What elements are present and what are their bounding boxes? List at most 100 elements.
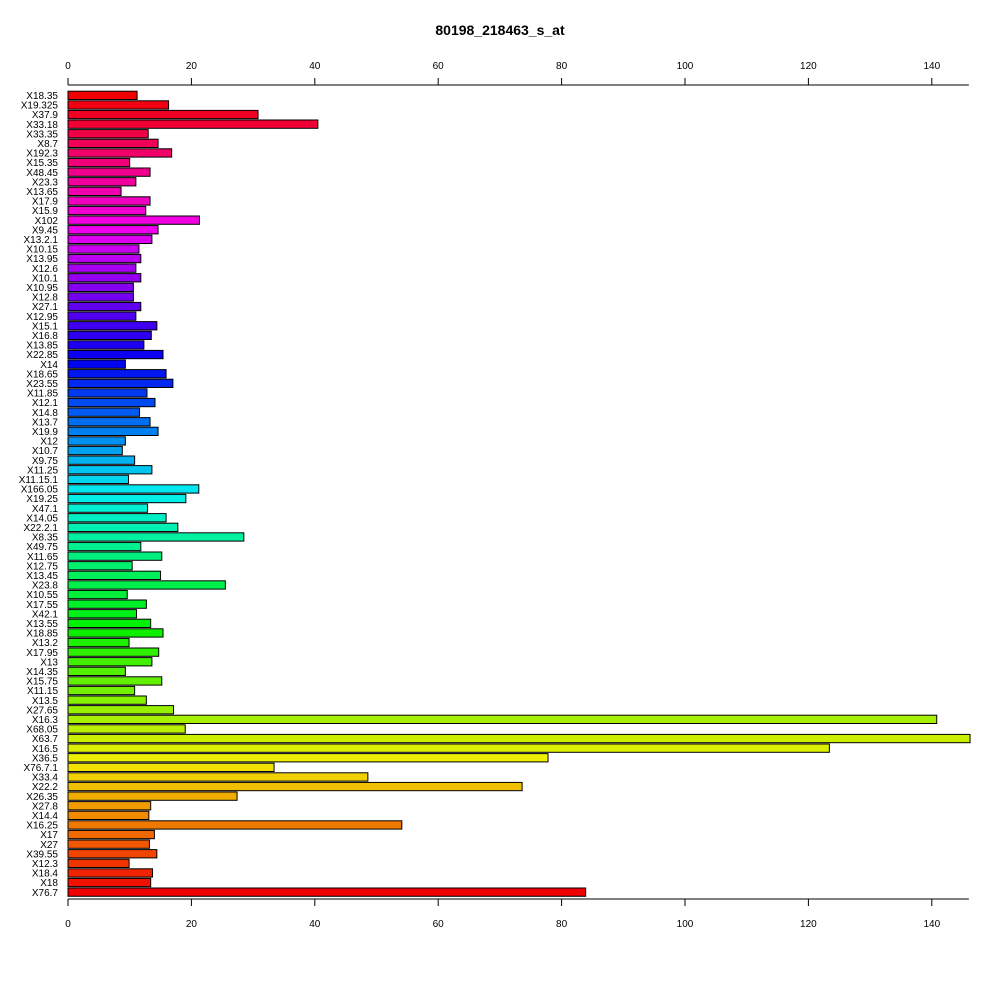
bottom-axis-tick-label: 0	[65, 919, 71, 930]
bar	[67, 647, 160, 657]
bar	[67, 109, 259, 120]
category-label: X11.25	[27, 465, 58, 476]
bar	[67, 589, 128, 600]
bar	[67, 311, 137, 321]
bar	[67, 868, 154, 878]
bar	[67, 138, 159, 148]
bar	[67, 762, 275, 773]
category-label: X17.95	[26, 648, 58, 659]
category-label: X10.55	[26, 590, 58, 601]
category-label: X14.4	[32, 811, 59, 822]
bar	[67, 503, 149, 513]
category-label: X49.75	[26, 542, 58, 553]
bar	[67, 349, 164, 360]
category-label: X12.95	[26, 312, 58, 323]
category-label: X19.325	[21, 101, 59, 112]
bottom-axis-tick-label: 80	[556, 919, 568, 930]
category-label: X27	[40, 840, 58, 851]
category-label: X23.3	[32, 177, 59, 188]
category-label: X17.9	[32, 197, 59, 208]
bar	[67, 513, 167, 523]
category-label: X27.1	[32, 302, 59, 313]
category-label: X22.2.1	[24, 523, 59, 534]
bottom-axis-tick-label: 140	[923, 919, 940, 930]
category-label: X23.55	[26, 379, 58, 390]
category-label: X9.75	[32, 456, 59, 467]
bar	[67, 820, 403, 830]
category-label: X33.4	[32, 773, 59, 784]
bar	[67, 465, 153, 475]
bar	[67, 551, 163, 561]
top-axis-tick-label: 20	[186, 61, 198, 72]
bar	[67, 119, 319, 129]
bar	[67, 685, 136, 696]
bar	[67, 90, 138, 100]
bar	[67, 340, 145, 350]
category-label: X10.1	[32, 273, 59, 284]
top-axis-tick-label: 120	[800, 61, 817, 72]
bar	[67, 417, 151, 427]
category-label: X16.25	[26, 821, 58, 832]
chart-title: 80198_218463_s_at	[435, 22, 565, 38]
bar	[67, 388, 148, 398]
category-label: X22.85	[26, 350, 58, 361]
category-label: X18	[40, 878, 58, 889]
bar	[67, 301, 142, 312]
bar	[67, 724, 186, 734]
category-label: X102	[35, 216, 59, 227]
category-label: X33.35	[26, 129, 58, 140]
category-label: X12.1	[32, 398, 59, 409]
category-label: X12.75	[26, 561, 58, 572]
category-label: X42.1	[32, 609, 59, 620]
category-label: X63.7	[32, 734, 59, 745]
category-label: X11.65	[27, 552, 58, 563]
bar	[67, 330, 152, 341]
category-label: X16.5	[32, 744, 59, 755]
bottom-axis-tick-label: 60	[433, 919, 445, 930]
bar	[67, 599, 147, 609]
category-label: X23.8	[32, 581, 59, 592]
bar	[67, 292, 134, 302]
bar	[67, 580, 226, 590]
category-label: X39.55	[26, 849, 58, 860]
category-label: X13.65	[26, 187, 58, 198]
bar	[67, 215, 200, 225]
bar	[67, 657, 153, 667]
bar	[67, 887, 587, 897]
category-label: X48.45	[26, 168, 58, 179]
bottom-axis-tick-label: 20	[186, 919, 198, 930]
bottom-axis-tick-label: 120	[800, 919, 817, 930]
bar	[67, 484, 200, 494]
category-label: X166.05	[21, 485, 59, 496]
category-label: X16.8	[32, 331, 59, 342]
bar	[67, 829, 155, 840]
bar	[67, 714, 938, 725]
bar	[67, 877, 152, 888]
category-label: X192.3	[26, 149, 58, 160]
bar	[67, 743, 830, 753]
top-axis-tick-label: 140	[923, 61, 940, 72]
top-axis-tick-label: 0	[65, 61, 71, 72]
bar	[67, 407, 141, 417]
category-label: X19.9	[32, 427, 59, 438]
category-label: X26.35	[26, 792, 58, 803]
category-label: X76.7.1	[24, 763, 59, 774]
category-label: X15.75	[26, 677, 58, 688]
category-label: X10.7	[32, 446, 59, 457]
bar	[67, 445, 123, 456]
top-axis-tick-label: 80	[556, 61, 568, 72]
category-label: X18.85	[26, 629, 58, 640]
bar	[67, 561, 133, 571]
bar	[67, 225, 159, 235]
category-label: X12.8	[32, 293, 59, 304]
bar	[67, 253, 142, 264]
category-label: X13.85	[26, 341, 58, 352]
category-label: X8.35	[32, 533, 59, 544]
bar	[67, 532, 245, 542]
bar	[67, 157, 131, 168]
category-label: X37.9	[32, 110, 59, 121]
bar	[67, 733, 971, 744]
category-label: X12.6	[32, 264, 59, 275]
category-label: X14.05	[26, 513, 58, 524]
